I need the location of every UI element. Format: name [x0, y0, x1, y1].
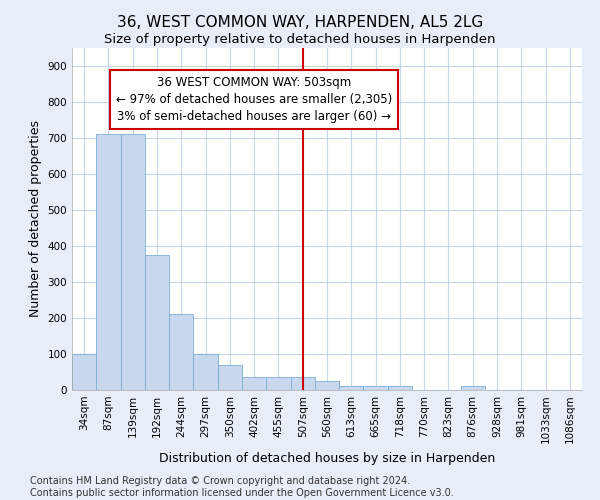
Bar [242, 378, 266, 390]
Bar [339, 386, 364, 390]
X-axis label: Distribution of detached houses by size in Harpenden: Distribution of detached houses by size … [159, 452, 495, 465]
Bar [72, 354, 96, 390]
Bar [96, 134, 121, 390]
Bar [290, 378, 315, 390]
Bar [145, 255, 169, 390]
Bar [461, 386, 485, 390]
Bar [266, 378, 290, 390]
Bar [169, 314, 193, 390]
Text: Contains HM Land Registry data © Crown copyright and database right 2024.
Contai: Contains HM Land Registry data © Crown c… [30, 476, 454, 498]
Bar [218, 365, 242, 390]
Bar [364, 386, 388, 390]
Bar [388, 386, 412, 390]
Bar [315, 381, 339, 390]
Text: 36 WEST COMMON WAY: 503sqm
← 97% of detached houses are smaller (2,305)
3% of se: 36 WEST COMMON WAY: 503sqm ← 97% of deta… [116, 76, 392, 124]
Bar [193, 354, 218, 390]
Y-axis label: Number of detached properties: Number of detached properties [29, 120, 42, 318]
Text: 36, WEST COMMON WAY, HARPENDEN, AL5 2LG: 36, WEST COMMON WAY, HARPENDEN, AL5 2LG [117, 15, 483, 30]
Bar [121, 134, 145, 390]
Text: Size of property relative to detached houses in Harpenden: Size of property relative to detached ho… [104, 32, 496, 46]
